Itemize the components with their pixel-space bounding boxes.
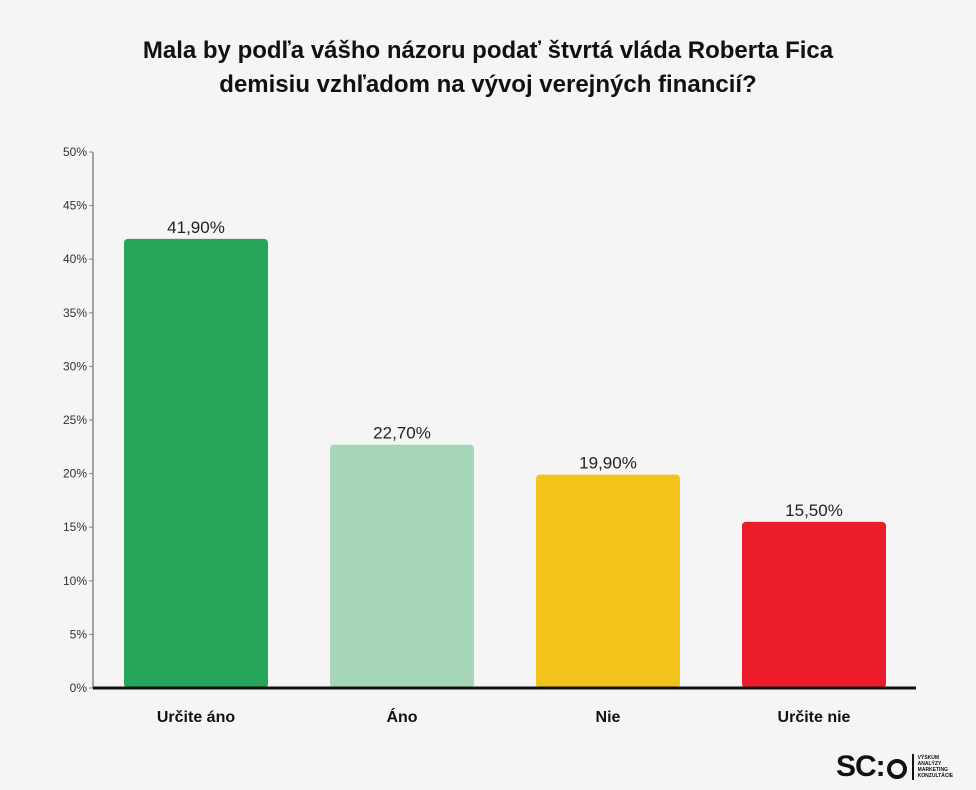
- y-tick-label: 35%: [63, 306, 87, 320]
- bar: [742, 521, 886, 688]
- scio-logo: SC: VÝSKUM ANALÝZY MARKETING KONZULTÁCIE: [836, 750, 960, 784]
- y-tick-label: 10%: [63, 574, 87, 588]
- logo-text-line: ANALÝZY: [917, 761, 942, 767]
- chart-title-line-2: demisiu vzhľadom na vývoj verejných fina…: [219, 71, 757, 98]
- logo-text-line: MARKETING: [917, 767, 948, 773]
- bar: [536, 474, 680, 688]
- logo-text: VÝSKUM ANALÝZY MARKETING KONZULTÁCIE: [918, 755, 960, 779]
- x-tick-label: Áno: [386, 707, 417, 726]
- y-tick-label: 45%: [63, 199, 87, 213]
- y-tick-label: 20%: [63, 467, 87, 481]
- logo-divider: [911, 754, 914, 780]
- y-tick-label: 0%: [70, 681, 88, 695]
- logo-mark: SC:: [836, 750, 886, 783]
- bar-data-label: 22,70%: [373, 424, 431, 443]
- logo-text-line: VÝSKUM: [917, 755, 940, 761]
- x-tick-label: Určite nie: [778, 709, 851, 726]
- chart-title: Mala by podľa vášho názoru podať štvrtá …: [0, 34, 976, 102]
- bar-data-label: 19,90%: [579, 454, 637, 473]
- logo-text-line: KONZULTÁCIE: [917, 773, 954, 779]
- y-tick-label: 30%: [63, 359, 87, 373]
- bar-data-label: 15,50%: [785, 501, 843, 520]
- chart-title-line-1: Mala by podľa vášho názoru podať štvrtá …: [142, 37, 834, 64]
- bar: [330, 444, 474, 688]
- bar-data-label: 41,90%: [167, 218, 225, 237]
- x-tick-label: Nie: [596, 709, 621, 726]
- y-tick-label: 5%: [70, 627, 88, 641]
- y-tick-label: 40%: [63, 252, 87, 266]
- y-tick-label: 50%: [63, 145, 87, 159]
- x-tick-label: Určite áno: [157, 709, 235, 726]
- logo-circle-icon: [886, 759, 907, 779]
- y-tick-label: 15%: [63, 520, 87, 534]
- bar: [124, 238, 268, 688]
- y-tick-label: 25%: [63, 413, 87, 427]
